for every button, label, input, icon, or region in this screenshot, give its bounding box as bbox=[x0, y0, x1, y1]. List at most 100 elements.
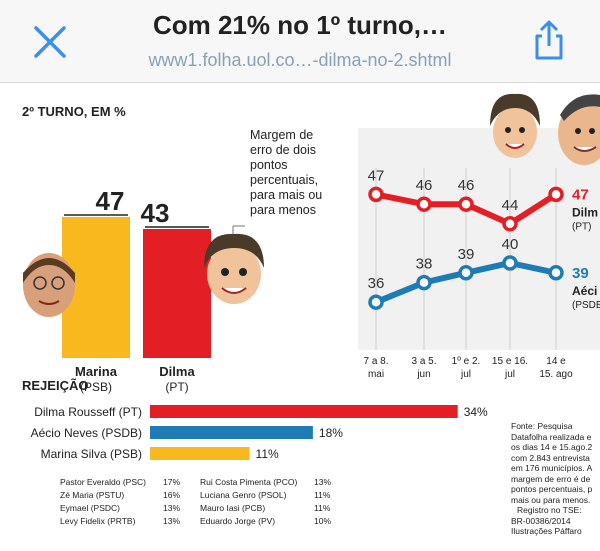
other-candidate-row: Zé Maria (PSTU) 16% bbox=[60, 489, 180, 502]
trend-point bbox=[416, 196, 432, 212]
trend-date-label: 15 e 16. bbox=[492, 356, 528, 367]
rejection-label: Dilma Rousseff (PT) bbox=[34, 405, 142, 419]
trend-series-name: Aéci bbox=[572, 284, 597, 298]
trend-date-label: 14 e bbox=[546, 356, 566, 367]
source-line: margem de erro é de bbox=[511, 473, 591, 484]
trend-value-label: 46 bbox=[416, 177, 433, 194]
other-candidate-row: Eduardo Jorge (PV) 10% bbox=[200, 515, 340, 528]
trend-date-label: mai bbox=[368, 369, 384, 380]
source-line: mais ou para menos. bbox=[511, 494, 591, 505]
rejection-value-label: 18% bbox=[319, 426, 343, 440]
trend-date-label: jun bbox=[416, 369, 430, 380]
aecio-caricature-icon bbox=[558, 94, 600, 165]
round-candidate-name: Dilma bbox=[159, 364, 195, 379]
other-candidate-row: Rui Costa Pimenta (PCO) 13% bbox=[200, 476, 340, 489]
margin-note: Margem de erro de dois pontos percentuai… bbox=[250, 128, 322, 218]
marina-caricature-icon bbox=[23, 253, 75, 317]
trend-value-label: 44 bbox=[502, 197, 519, 214]
note-line: para mais ou bbox=[250, 188, 323, 202]
source-line: Ilustrações Páffaro bbox=[511, 526, 582, 536]
trend-date-label: jul bbox=[460, 369, 471, 380]
trend-value-label: 46 bbox=[458, 177, 475, 194]
other-candidate-row: Eymael (PSDC) 13% bbox=[60, 502, 180, 515]
other-candidate-row: Levy Fidelix (PRTB) 13% bbox=[60, 515, 180, 528]
other-candidate-row: Pastor Everaldo (PSC) 17% bbox=[60, 476, 180, 489]
rejection-value-label: 34% bbox=[464, 405, 488, 419]
round-candidate-party: (PT) bbox=[165, 380, 188, 394]
other-candidate-value: 13% bbox=[314, 477, 332, 487]
source-note: Fonte: Pesquisa Datafolha realizada e os… bbox=[511, 421, 600, 537]
trend-date-label: 1º e 2. bbox=[452, 356, 481, 367]
source-line: Datafolha realizada e bbox=[511, 431, 592, 442]
share-button[interactable] bbox=[527, 18, 571, 62]
trend-point bbox=[368, 294, 384, 310]
top-bar: Com 21% no 1º turno,… www1.folha.uol.co…… bbox=[0, 0, 600, 83]
second-round-chart: 47 Marina(PSB) 43 Dilma(PT) bbox=[62, 186, 245, 394]
round-candidate-party: (PSB) bbox=[80, 380, 112, 394]
trend-point bbox=[368, 186, 384, 203]
rejection-value-label: 11% bbox=[256, 447, 279, 461]
trend-value-label: 39 bbox=[572, 265, 589, 282]
other-candidate-name: Rui Costa Pimenta (PCO) bbox=[200, 477, 298, 487]
trend-chart-panel bbox=[358, 128, 600, 350]
dilma-caricature-icon bbox=[204, 233, 264, 304]
trend-date-label: jul bbox=[504, 369, 515, 380]
trend-point bbox=[458, 196, 474, 212]
note-line: para menos bbox=[250, 203, 317, 217]
trend-series-party: (PSDB bbox=[572, 300, 600, 311]
trend-value-label: 36 bbox=[368, 275, 385, 292]
other-candidate-value: 13% bbox=[163, 516, 181, 526]
trend-point bbox=[458, 265, 474, 281]
trend-date-label: 3 a 5. bbox=[411, 356, 436, 367]
rejection-header: REJEIÇÃO bbox=[22, 378, 89, 393]
trend-value-label: 39 bbox=[458, 246, 475, 263]
rejection-bar bbox=[150, 405, 458, 418]
close-button[interactable] bbox=[30, 22, 70, 62]
page-title: Com 21% no 1º turno,… bbox=[152, 10, 448, 40]
round-value-label: 43 bbox=[141, 198, 170, 228]
other-candidate-row: Luciana Genro (PSOL) 11% bbox=[200, 489, 340, 502]
trend-series-party: (PT) bbox=[572, 221, 591, 232]
trend-date-label: 7 a 8. bbox=[363, 356, 388, 367]
trend-point bbox=[502, 255, 518, 271]
close-icon bbox=[34, 26, 66, 58]
other-candidate-row: Mauro Iasi (PCB) 11% bbox=[200, 502, 340, 515]
other-candidate-name: Eduardo Jorge (PV) bbox=[200, 516, 276, 526]
other-candidate-value: 13% bbox=[163, 503, 181, 513]
round-bar bbox=[143, 229, 211, 358]
trend-value-label: 47 bbox=[572, 186, 589, 203]
other-candidate-value: 11% bbox=[314, 503, 331, 513]
rejection-chart: Dilma Rousseff (PT) 34% Aécio Neves (PSDB)… bbox=[31, 405, 488, 461]
rejection-label: Aécio Neves (PSDB) bbox=[31, 426, 142, 440]
page-url[interactable]: www1.folha.uol.co…-dilma-no-2.shtml bbox=[148, 50, 452, 70]
trend-chart: 47 46 46 44 47 Dilm (PT) 36 38 39 40 39 Aéci (PSDB 7 a… bbox=[363, 167, 600, 380]
note-line: erro de dois bbox=[250, 143, 317, 157]
source-line: BR-00386/2014 bbox=[511, 515, 571, 526]
other-candidate-value: 11% bbox=[314, 490, 331, 500]
trend-series-name: Dilm bbox=[572, 205, 598, 219]
other-candidate-value: 17% bbox=[163, 477, 181, 487]
other-candidate-value: 16% bbox=[163, 490, 181, 500]
trend-point bbox=[548, 186, 564, 203]
other-candidates-left: Pastor Everaldo (PSC) 17% Zé Maria (PSTU)… bbox=[60, 476, 180, 528]
trend-value-label: 38 bbox=[416, 256, 433, 273]
other-candidate-name: Luciana Genro (PSOL) bbox=[200, 490, 287, 500]
note-line: pontos bbox=[250, 158, 288, 172]
round-value-label: 47 bbox=[96, 186, 125, 216]
trend-value-label: 40 bbox=[502, 236, 519, 253]
other-candidate-name: Mauro Iasi (PCB) bbox=[200, 503, 266, 513]
note-line: percentuais, bbox=[250, 173, 319, 187]
rejection-bar bbox=[150, 426, 313, 439]
source-line: em 176 municípios. A bbox=[511, 463, 593, 473]
rejection-label: Marina Silva (PSB) bbox=[41, 447, 142, 461]
source-line: pontos percentuais, p bbox=[511, 484, 593, 494]
other-candidate-name: Levy Fidelix (PRTB) bbox=[60, 516, 136, 526]
other-candidate-name: Zé Maria (PSTU) bbox=[60, 490, 125, 500]
rejection-bar bbox=[150, 447, 250, 460]
dilma-small-caricature-icon bbox=[490, 93, 540, 158]
second-round-header: 2º TURNO, EM % bbox=[22, 104, 126, 119]
trend-date-label: 15. ago bbox=[539, 369, 573, 380]
note-line: Margem de bbox=[250, 128, 314, 142]
infographic: 2º TURNO, EM % 47 Marina (PSB) 43 Dilma (PT) … bbox=[0, 83, 600, 551]
source-line: Fonte: Pesquisa bbox=[511, 421, 573, 431]
